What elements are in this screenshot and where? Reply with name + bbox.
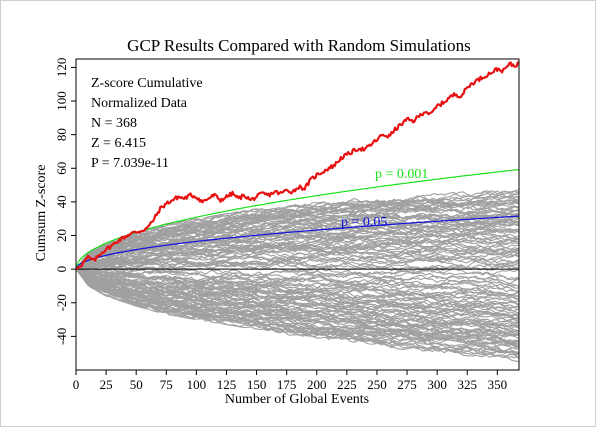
- reference-curve: [76, 215, 519, 270]
- simulation-walk: [76, 268, 519, 328]
- y-tick-label: -20: [54, 294, 69, 311]
- x-axis-label: Number of Global Events: [225, 392, 369, 407]
- simulation-walk: [76, 268, 519, 297]
- x-tick-label: 350: [488, 377, 508, 392]
- simulation-walk: [76, 267, 519, 280]
- simulation-walk: [76, 189, 519, 270]
- x-tick-label: 250: [367, 377, 387, 392]
- simulation-walk: [76, 266, 519, 281]
- data-series-layer: [76, 61, 519, 270]
- plot-area-border: [75, 58, 520, 371]
- simulation-walk: [76, 265, 519, 287]
- y-tick-label: 100: [54, 91, 69, 111]
- annotation-line-2: Normalized Data: [91, 96, 188, 111]
- y-axis-label: Cumsum Z-score: [34, 165, 49, 262]
- x-tick-label: 0: [73, 377, 80, 392]
- x-tick-label: 200: [307, 377, 327, 392]
- simulation-walk: [76, 268, 519, 314]
- y-tick-label: 40: [54, 195, 69, 208]
- x-tick-label: 50: [130, 377, 143, 392]
- y-tick-label: 20: [54, 229, 69, 242]
- simulation-walk: [76, 261, 519, 276]
- x-tick-label: 75: [160, 377, 173, 392]
- x-tick-label: 225: [337, 377, 357, 392]
- stats-annotation: Z-score Cumulative Normalized Data N = 3…: [91, 76, 203, 171]
- annotation-line-4: Z = 6.415: [91, 136, 146, 151]
- simulation-walk: [76, 191, 519, 270]
- reference-curve-layer: [76, 168, 519, 270]
- simulation-walk: [76, 195, 519, 270]
- y-tick-label: -40: [54, 328, 69, 345]
- x-tick-label: 325: [457, 377, 477, 392]
- x-tick-label: 275: [397, 377, 417, 392]
- simulation-walk: [76, 268, 519, 337]
- simulation-envelope-layer: [76, 189, 519, 363]
- simulation-walk: [76, 249, 519, 270]
- annotation-line-5: P = 7.039e-11: [91, 156, 169, 171]
- x-tick-label: 150: [247, 377, 267, 392]
- x-tick-label: 100: [187, 377, 207, 392]
- x-tick-label: 300: [427, 377, 447, 392]
- axis-ticks-layer: 0 25 50 75 100 125 150 175 200 225 250 275 300 325 350…: [54, 58, 507, 392]
- curve-label-p05: p = 0.05: [341, 215, 387, 230]
- y-tick-label: 60: [54, 162, 69, 175]
- x-tick-label: 125: [217, 377, 237, 392]
- simulation-walk: [76, 253, 519, 270]
- reference-curve: [76, 168, 519, 270]
- chart-title: GCP Results Compared with Random Simulat…: [127, 36, 471, 55]
- y-tick-label: 120: [54, 58, 69, 78]
- simulation-walk: [76, 268, 519, 308]
- x-tick-label: 25: [100, 377, 113, 392]
- simulation-walk: [76, 229, 519, 270]
- simulation-walk: [76, 268, 519, 289]
- annotation-line-3: N = 368: [91, 116, 137, 131]
- y-tick-label: 80: [54, 128, 69, 141]
- x-tick-label: 175: [277, 377, 297, 392]
- y-tick-label: 0: [54, 266, 69, 273]
- simulation-walk: [76, 238, 519, 270]
- simulation-walk: [76, 268, 519, 336]
- simulation-walk: [76, 268, 519, 313]
- annotation-line-1: Z-score Cumulative: [91, 76, 203, 91]
- simulation-walk: [76, 219, 519, 270]
- simulation-walk: [76, 268, 519, 301]
- curve-label-p001: p = 0.001: [375, 167, 428, 182]
- gcp-data-line: [76, 61, 519, 270]
